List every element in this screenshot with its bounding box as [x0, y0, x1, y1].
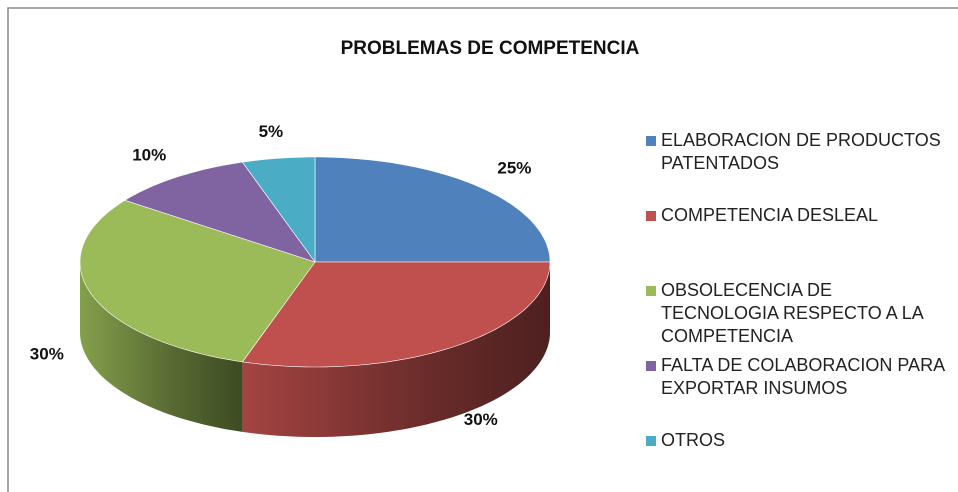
- pie-slice: [79, 199, 316, 363]
- legend-swatch: [646, 211, 656, 221]
- data-label: 30%: [30, 345, 64, 364]
- legend-label: OTROS: [661, 430, 726, 450]
- legend-swatch: [646, 361, 656, 371]
- slice-side-shade: [80, 262, 243, 432]
- legend-label: OBSOLECENCIA DE TECNOLOGIA RESPECTO A LA…: [661, 280, 923, 346]
- legend-label: ELABORACION DE PRODUCTOS PATENTADOS: [661, 130, 941, 173]
- legend-swatch: [646, 286, 656, 296]
- legend-item: COMPETENCIA DESLEAL: [646, 204, 951, 227]
- data-label: 25%: [497, 159, 531, 178]
- legend-item: OBSOLECENCIA DE TECNOLOGIA RESPECTO A LA…: [646, 279, 951, 348]
- legend-swatch: [646, 136, 656, 146]
- legend-item: ELABORACION DE PRODUCTOS PATENTADOS: [646, 129, 951, 175]
- pie-slice: [124, 161, 316, 263]
- data-label: 10%: [132, 145, 166, 164]
- pie-slice: [241, 156, 316, 263]
- data-label: 30%: [464, 410, 498, 429]
- legend-label: FALTA DE COLABORACION PARA EXPORTAR INSU…: [661, 355, 945, 398]
- pie-slice: [314, 156, 551, 263]
- data-label: 5%: [259, 122, 284, 141]
- pie-slice: [241, 261, 551, 368]
- slice-side-shade: [242, 262, 550, 437]
- legend-swatch: [646, 436, 656, 446]
- legend-item: OTROS: [646, 429, 951, 452]
- chart-title: PROBLEMAS DE COMPETENCIA: [341, 38, 640, 59]
- legend-label: COMPETENCIA DESLEAL: [661, 205, 879, 225]
- legend-item: FALTA DE COLABORACION PARA EXPORTAR INSU…: [646, 354, 951, 400]
